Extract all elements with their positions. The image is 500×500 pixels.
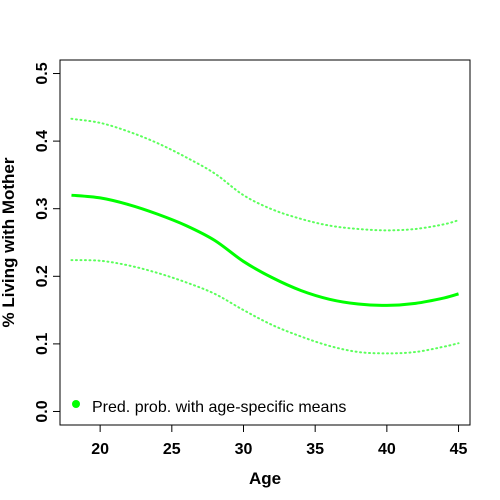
plot-area-frame bbox=[59, 59, 471, 426]
y-axis: 0.0 0.1 0.2 0.3 0.4 0.5 bbox=[34, 62, 61, 423]
y-tick-label: 0.5 bbox=[34, 62, 51, 84]
x-tick-label: 45 bbox=[450, 441, 468, 458]
y-tick-label: 0.2 bbox=[34, 265, 51, 287]
series-layer bbox=[70, 117, 460, 355]
legend-marker bbox=[72, 400, 80, 408]
x-tick-label: 20 bbox=[91, 441, 109, 458]
y-axis-label: % Living with Mother bbox=[0, 157, 18, 327]
series-upper-bound-line bbox=[70, 117, 460, 232]
y-tick-label: 0.0 bbox=[34, 400, 51, 422]
legend-label: Pred. prob. with age-specific means bbox=[92, 399, 346, 416]
legend: Pred. prob. with age-specific means bbox=[72, 399, 346, 416]
x-tick-label: 35 bbox=[306, 441, 324, 458]
y-tick-label: 0.3 bbox=[34, 197, 51, 219]
y-tick-label: 0.4 bbox=[34, 130, 51, 152]
series-main-line bbox=[71, 193, 459, 307]
x-tick-label: 25 bbox=[163, 441, 181, 458]
x-axis-label: Age bbox=[249, 469, 281, 488]
x-axis: 20 25 30 35 40 45 bbox=[91, 424, 468, 458]
x-tick-label: 40 bbox=[378, 441, 396, 458]
y-tick-label: 0.1 bbox=[34, 333, 51, 355]
x-tick-label: 30 bbox=[235, 441, 253, 458]
